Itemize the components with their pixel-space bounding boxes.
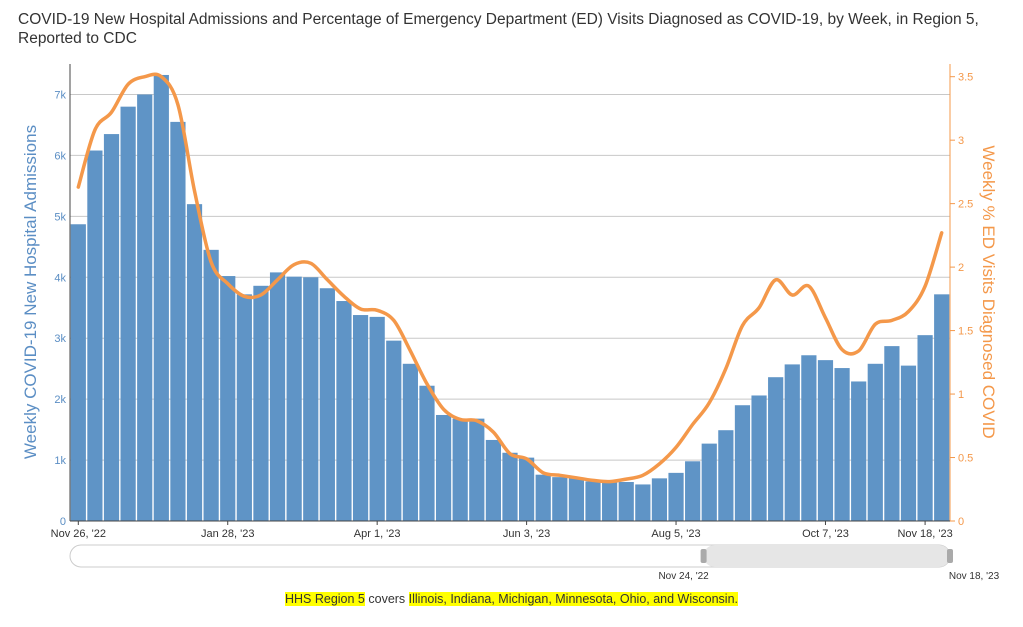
right-axis-label: Weekly % ED Visits Diagnosed COVID bbox=[979, 145, 998, 438]
slider-end-label: Nov 18, '23 bbox=[949, 571, 1000, 582]
right-tick-label: 1 bbox=[958, 389, 964, 401]
axes: 0 1k 2k 3k 4k 5k 6k 7k 0 0.5 1 1.5 2 2.5 3 3.5 Nov 26, '… bbox=[51, 64, 973, 540]
admissions-bar[interactable] bbox=[352, 315, 369, 521]
admissions-bar[interactable] bbox=[668, 472, 684, 521]
admissions-bar[interactable] bbox=[867, 363, 883, 521]
admissions-bar[interactable] bbox=[535, 474, 551, 521]
slider-end-handle[interactable] bbox=[947, 549, 953, 563]
admissions-bar[interactable] bbox=[319, 288, 335, 521]
left-tick-label: 3k bbox=[54, 333, 66, 345]
admissions-bar[interactable] bbox=[419, 385, 435, 521]
admissions-bar[interactable] bbox=[701, 443, 717, 521]
ed-visits-line-path[interactable] bbox=[76, 72, 944, 484]
admissions-bar[interactable] bbox=[137, 94, 153, 521]
combo-chart: 0 1k 2k 3k 4k 5k 6k 7k 0 0.5 1 1.5 2 2.5 3 3.5 Nov 26, '… bbox=[21, 64, 1000, 582]
admissions-bar[interactable] bbox=[452, 418, 468, 521]
x-tick-label: Jan 28, '23 bbox=[201, 528, 254, 540]
left-tick-label: 1k bbox=[54, 455, 66, 467]
x-tick-label: Nov 26, '22 bbox=[51, 528, 106, 540]
x-tick-label: Nov 18, '23 bbox=[897, 528, 952, 540]
left-axis-label: Weekly COVID-19 New Hospital Admissions bbox=[21, 125, 40, 459]
left-tick-label: 5k bbox=[54, 211, 66, 223]
left-tick-label: 2k bbox=[54, 394, 66, 406]
admissions-bar[interactable] bbox=[917, 335, 933, 521]
admissions-bar[interactable] bbox=[236, 294, 252, 521]
right-tick-label: 3 bbox=[958, 135, 964, 147]
x-tick-label: Apr 1, '23 bbox=[354, 528, 401, 540]
admissions-bars[interactable] bbox=[70, 74, 950, 522]
admissions-bar[interactable] bbox=[220, 276, 236, 521]
admissions-bar[interactable] bbox=[817, 360, 834, 521]
admissions-bar[interactable] bbox=[635, 484, 651, 521]
admissions-bar[interactable] bbox=[568, 478, 585, 521]
admissions-bar[interactable] bbox=[402, 363, 418, 521]
admissions-bar[interactable] bbox=[186, 204, 203, 521]
admissions-bar[interactable] bbox=[651, 478, 668, 521]
admissions-bar[interactable] bbox=[269, 272, 286, 521]
ed-visits-line[interactable] bbox=[76, 72, 944, 484]
admissions-bar[interactable] bbox=[519, 457, 535, 521]
admissions-bar[interactable] bbox=[502, 452, 518, 521]
right-tick-label: 3.5 bbox=[958, 72, 973, 84]
admissions-bar[interactable] bbox=[585, 481, 601, 521]
left-tick-label: 0 bbox=[60, 516, 66, 528]
admissions-bar[interactable] bbox=[900, 365, 917, 521]
admissions-bar[interactable] bbox=[87, 150, 103, 521]
right-tick-label: 0 bbox=[958, 516, 964, 528]
admissions-bar[interactable] bbox=[103, 134, 120, 521]
right-tick-label: 2.5 bbox=[958, 199, 973, 211]
admissions-bar[interactable] bbox=[485, 439, 501, 521]
x-tick-label: Oct 7, '23 bbox=[802, 528, 849, 540]
left-tick-label: 7k bbox=[54, 89, 66, 101]
admissions-bar[interactable] bbox=[170, 121, 186, 522]
region-states: Illinois, Indiana, Michigan, Minnesota, … bbox=[408, 592, 738, 606]
admissions-bar[interactable] bbox=[834, 368, 850, 521]
admissions-bar[interactable] bbox=[286, 276, 302, 521]
left-tick-label: 6k bbox=[54, 150, 66, 162]
left-tick-label: 4k bbox=[54, 272, 66, 284]
admissions-bar[interactable] bbox=[386, 340, 402, 521]
admissions-bar[interactable] bbox=[120, 106, 136, 522]
admissions-bar[interactable] bbox=[801, 355, 817, 521]
region-name: HHS Region 5 bbox=[284, 592, 365, 606]
right-tick-label: 1.5 bbox=[958, 326, 973, 338]
slider-start-handle[interactable] bbox=[700, 549, 707, 563]
right-tick-label: 2 bbox=[958, 262, 964, 274]
admissions-bar[interactable] bbox=[751, 395, 767, 521]
admissions-bar[interactable] bbox=[70, 224, 86, 521]
footnote-connector: covers bbox=[364, 592, 409, 606]
slider-selection bbox=[703, 545, 950, 567]
admissions-bar[interactable] bbox=[784, 364, 800, 521]
region-footnote: HHS Region 5 covers Illinois, Indiana, M… bbox=[0, 592, 1023, 606]
admissions-bar[interactable] bbox=[768, 377, 784, 521]
admissions-bar[interactable] bbox=[336, 301, 352, 521]
range-slider[interactable]: Nov 24, '22 Nov 18, '23 bbox=[69, 544, 1000, 582]
admissions-bar[interactable] bbox=[602, 480, 618, 521]
admissions-bar[interactable] bbox=[718, 430, 734, 521]
admissions-bar[interactable] bbox=[851, 381, 867, 521]
admissions-bar[interactable] bbox=[884, 346, 900, 521]
admissions-bar[interactable] bbox=[618, 482, 634, 521]
admissions-bar[interactable] bbox=[253, 285, 269, 521]
x-tick-label: Aug 5, '23 bbox=[651, 528, 700, 540]
admissions-bar[interactable] bbox=[303, 277, 319, 521]
admissions-bar[interactable] bbox=[734, 405, 751, 521]
x-tick-label: Jun 3, '23 bbox=[503, 528, 550, 540]
admissions-bar[interactable] bbox=[552, 477, 568, 521]
admissions-bar[interactable] bbox=[369, 316, 385, 521]
admissions-bar[interactable] bbox=[435, 414, 452, 521]
right-tick-label: 0.5 bbox=[958, 453, 973, 465]
admissions-bar[interactable] bbox=[934, 294, 950, 521]
admissions-bar[interactable] bbox=[153, 74, 169, 521]
admissions-bar[interactable] bbox=[685, 461, 701, 521]
admissions-bar[interactable] bbox=[203, 249, 219, 521]
admissions-bar[interactable] bbox=[469, 418, 485, 521]
slider-start-label: Nov 24, '22 bbox=[658, 571, 709, 582]
chart-title: COVID-19 New Hospital Admissions and Per… bbox=[18, 11, 979, 47]
